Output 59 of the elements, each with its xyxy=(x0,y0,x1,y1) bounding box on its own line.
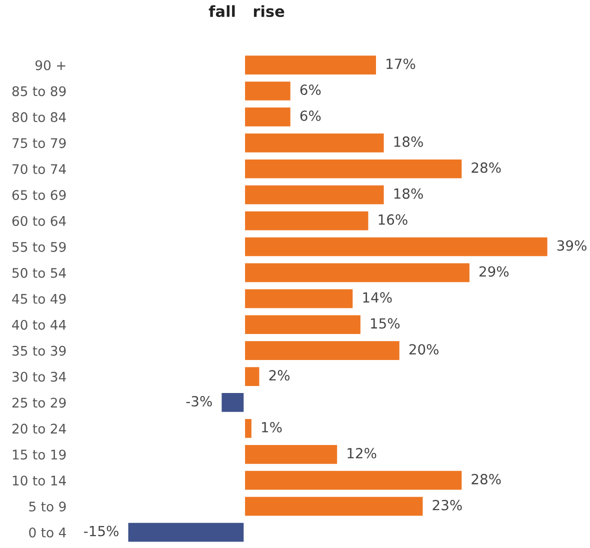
bar xyxy=(220,392,246,414)
y-tick-label: 25 to 29 xyxy=(12,398,66,408)
y-tick-label: 35 to 39 xyxy=(12,346,66,356)
y-tick-label: 55 to 59 xyxy=(12,242,66,252)
data-label: 2% xyxy=(269,370,290,381)
y-tick-label: 75 to 79 xyxy=(12,138,66,148)
bar xyxy=(244,288,354,310)
y-tick-label: 90 + xyxy=(35,60,66,70)
data-label: 12% xyxy=(348,448,376,458)
y-tick-label: 65 to 69 xyxy=(12,190,66,200)
bar xyxy=(244,262,471,284)
y-tick-label: 10 to 14 xyxy=(12,476,66,486)
bar xyxy=(244,496,424,518)
data-label: 1% xyxy=(262,422,282,432)
bar xyxy=(244,470,464,492)
text: fall xyxy=(208,5,235,18)
data-label: 6% xyxy=(300,110,321,121)
bar xyxy=(244,132,386,154)
data-label: 29% xyxy=(479,266,509,277)
y-tick-label: 40 to 44 xyxy=(12,320,66,330)
y-tick-label: 20 to 24 xyxy=(12,424,66,434)
bar xyxy=(244,106,292,128)
bar xyxy=(244,80,292,102)
data-label: -3% xyxy=(186,396,212,407)
bar xyxy=(244,158,464,180)
bar xyxy=(244,184,386,206)
data-label: 28% xyxy=(472,162,501,173)
data-label: -15% xyxy=(84,526,118,536)
data-label: 6% xyxy=(300,84,321,96)
data-label: 15% xyxy=(370,318,400,329)
y-tick-label: 85 to 89 xyxy=(12,86,66,96)
data-label: 17% xyxy=(386,58,416,70)
data-label: 28% xyxy=(472,474,501,484)
data-label: 20% xyxy=(409,344,439,355)
data-label: 23% xyxy=(432,500,462,510)
bar xyxy=(244,444,338,466)
data-label: 18% xyxy=(394,188,423,199)
bar xyxy=(244,236,548,258)
data-label: 39% xyxy=(557,240,586,251)
y-tick-label: 15 to 19 xyxy=(12,450,66,460)
bar xyxy=(244,210,370,232)
y-tick-label: 60 to 64 xyxy=(12,216,66,226)
y-tick-label: 5 to 9 xyxy=(29,502,66,512)
y-tick-label: 30 to 34 xyxy=(12,372,66,382)
y-tick-label: 80 to 84 xyxy=(12,112,66,122)
bar xyxy=(126,521,246,544)
bar xyxy=(244,314,362,336)
data-label: 14% xyxy=(363,292,392,303)
y-tick-label: 50 to 54 xyxy=(12,268,66,278)
text: rise xyxy=(254,5,284,18)
bar xyxy=(244,418,253,440)
y-tick-label: 70 to 74 xyxy=(12,164,66,174)
y-tick-label: 45 to 49 xyxy=(12,294,66,304)
data-label: 18% xyxy=(394,136,423,147)
bar xyxy=(244,366,261,388)
bar xyxy=(244,54,378,76)
data-label: 16% xyxy=(378,214,408,225)
y-tick-label: 0 to 4 xyxy=(29,528,66,538)
bar xyxy=(244,340,401,362)
